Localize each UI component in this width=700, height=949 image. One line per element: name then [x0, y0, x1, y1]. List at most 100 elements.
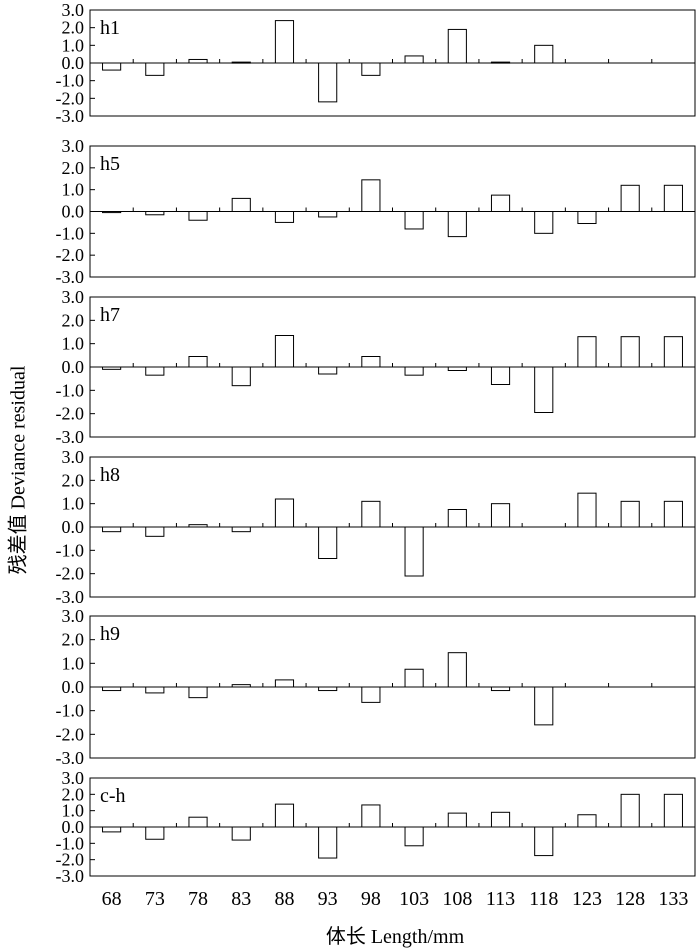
x-tick-label: 108 [442, 888, 472, 910]
y-tick-label: -2.0 [56, 88, 85, 108]
y-tick-label: 3.0 [62, 0, 85, 20]
bar [447, 652, 467, 688]
bar [188, 686, 208, 699]
bar [274, 679, 295, 688]
y-tick-label: 1.0 [62, 180, 85, 200]
y-tick-label: 0.0 [62, 357, 85, 377]
bar [620, 336, 640, 368]
bar [534, 826, 554, 857]
x-tick-label: 128 [615, 888, 645, 910]
y-tick-label: -2.0 [56, 404, 85, 424]
bar [318, 526, 338, 559]
y-axis-title-holder: 残差值 Deviance residual [0, 0, 40, 946]
bar [188, 58, 208, 64]
y-tick-label: -1.0 [56, 833, 85, 853]
bar [534, 44, 554, 64]
y-tick-label: 3.0 [62, 287, 85, 307]
y-tick-label: 3.0 [62, 606, 85, 626]
y-tick-label: -3.0 [56, 748, 85, 768]
bar [274, 335, 295, 368]
y-tick-label: 0.0 [62, 517, 85, 537]
x-tick-label: 78 [188, 888, 208, 910]
x-tick-label: 123 [572, 888, 602, 910]
y-tick-label: -1.0 [56, 540, 85, 560]
x-tick-label: 113 [486, 888, 515, 910]
panel-label: c-h [100, 785, 126, 807]
bar [274, 803, 295, 828]
bar [663, 793, 683, 828]
panel-label: h9 [100, 623, 120, 645]
y-tick-label: 2.0 [62, 310, 85, 330]
bar [490, 366, 511, 385]
bar [404, 366, 424, 376]
bar [188, 211, 208, 221]
bar [577, 492, 597, 528]
x-tick-label: 88 [274, 888, 294, 910]
bar [145, 826, 165, 840]
bar [318, 686, 338, 692]
y-tick-label: 0.0 [62, 202, 85, 222]
bar [577, 211, 597, 225]
bar [188, 356, 208, 368]
bar [231, 684, 251, 688]
x-tick-label: 98 [361, 888, 381, 910]
y-tick-label: -3.0 [56, 106, 85, 126]
y-tick-label: -2.0 [56, 724, 85, 744]
bar [102, 826, 122, 833]
y-tick-label: 2.0 [62, 158, 85, 178]
bar [361, 804, 381, 828]
bar [274, 211, 295, 223]
bar [145, 686, 165, 694]
y-tick-label: 3.0 [62, 447, 85, 467]
y-tick-label: -1.0 [56, 71, 85, 91]
bar [404, 826, 424, 847]
bar [447, 812, 467, 828]
bar [404, 211, 424, 230]
y-tick-label: -2.0 [56, 850, 85, 870]
bar [361, 62, 381, 76]
bar [404, 55, 424, 64]
y-tick-label: 0.0 [62, 53, 85, 73]
bar [318, 366, 338, 375]
y-tick-label: 1.0 [62, 35, 85, 55]
y-tick-label: -3.0 [56, 866, 85, 886]
y-tick-label: -3.0 [56, 267, 85, 287]
bar [102, 526, 122, 533]
bar [490, 61, 511, 64]
bar [274, 498, 295, 528]
bar [620, 184, 640, 213]
bar [102, 366, 122, 370]
x-tick-label: 73 [145, 888, 165, 910]
bar [231, 61, 251, 64]
y-tick-label: -1.0 [56, 223, 85, 243]
bar [145, 62, 165, 76]
bar [490, 503, 511, 528]
bar [188, 816, 208, 828]
y-tick-label: 1.0 [62, 801, 85, 821]
bar [620, 793, 640, 828]
bar [663, 500, 683, 528]
bar [361, 179, 381, 212]
bar [534, 211, 554, 234]
y-tick-label: -2.0 [56, 564, 85, 584]
x-axis-title: 体长 Length/mm [325, 926, 465, 948]
panel-label: h5 [100, 153, 120, 175]
y-axis-title: 残差值 Deviance residual [7, 365, 30, 575]
bar [145, 526, 165, 537]
y-tick-label: 2.0 [62, 18, 85, 38]
y-tick-label: 0.0 [62, 817, 85, 837]
y-tick-label: 2.0 [62, 470, 85, 490]
bar [102, 686, 122, 692]
bar [620, 500, 640, 528]
bar [361, 686, 381, 703]
y-tick-label: -3.0 [56, 587, 85, 607]
y-tick-label: -1.0 [56, 380, 85, 400]
bar [231, 366, 251, 387]
bar [490, 686, 511, 692]
bar [361, 500, 381, 528]
x-tick-label: 68 [102, 888, 122, 910]
bar [490, 194, 511, 212]
bar [231, 826, 251, 841]
bar [534, 686, 554, 726]
